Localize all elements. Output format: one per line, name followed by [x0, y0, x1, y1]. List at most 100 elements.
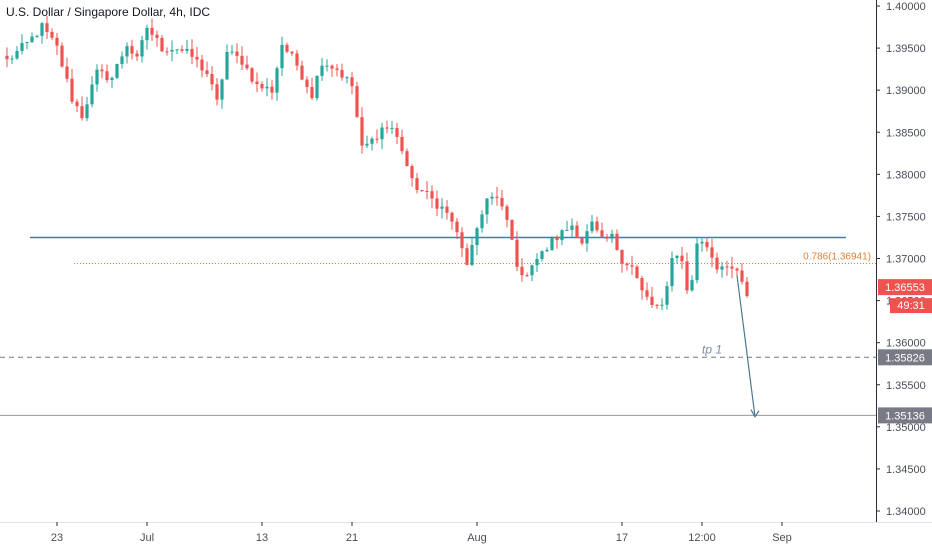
candle [295, 49, 299, 71]
candle [110, 76, 114, 88]
candle [115, 63, 119, 80]
y-tick-label: 1.35000 [886, 422, 926, 434]
y-tick-label: 1.35500 [886, 380, 926, 392]
candle [730, 256, 734, 279]
candle [290, 50, 294, 56]
target-arrow[interactable] [736, 275, 756, 417]
candle [545, 247, 549, 253]
candle [220, 78, 224, 109]
candle [590, 214, 594, 234]
candle [605, 233, 609, 242]
x-tick-label: 23 [51, 532, 63, 544]
candle [365, 135, 369, 148]
candle [325, 59, 329, 72]
candle [595, 216, 599, 233]
candle [330, 64, 334, 77]
candle [645, 282, 649, 301]
candle [555, 235, 559, 249]
candle [655, 303, 659, 309]
candle [660, 298, 664, 311]
candle [745, 277, 749, 298]
candle [190, 39, 194, 65]
candle [690, 275, 694, 292]
candle [650, 287, 654, 308]
target-price-tag: 1.35136 [885, 410, 925, 422]
candle [225, 44, 229, 80]
candle [355, 81, 359, 118]
x-tick-label: 13 [256, 532, 268, 544]
y-tick-label: 1.37500 [886, 211, 926, 223]
candle [35, 34, 39, 38]
candle [625, 262, 629, 271]
tp1-price-tag: 1.35826 [885, 352, 925, 364]
candle [405, 148, 409, 167]
candle [515, 231, 519, 272]
target-price-tag-bg [878, 407, 932, 424]
y-tick-label: 1.38500 [886, 127, 926, 139]
candle [480, 210, 484, 233]
candle [260, 81, 264, 92]
candle [475, 226, 479, 256]
candle [285, 42, 289, 54]
candle [615, 229, 619, 251]
candle [155, 30, 159, 47]
candle [5, 47, 9, 68]
candle [90, 76, 94, 108]
candle [140, 35, 144, 63]
candle [95, 64, 99, 92]
tp1-price-tag-bg [878, 349, 932, 366]
candle [460, 227, 464, 258]
candle [175, 49, 179, 55]
candle [385, 120, 389, 134]
candle [25, 41, 29, 50]
candle [630, 255, 634, 275]
candle [30, 32, 34, 44]
candle [15, 46, 19, 60]
candle [40, 21, 44, 44]
candle [565, 220, 569, 231]
candle [150, 18, 154, 41]
candle [395, 122, 399, 144]
candle [740, 263, 744, 285]
candle [380, 122, 384, 150]
x-tick-label: 12:00 [688, 532, 716, 544]
y-tick-label: 1.38000 [886, 169, 926, 181]
y-tick-label: 1.37000 [886, 254, 926, 266]
candle [230, 44, 234, 55]
candle [135, 50, 139, 61]
candle [445, 200, 449, 220]
candle [490, 192, 494, 205]
candle [235, 43, 239, 64]
y-tick-label: 1.34000 [886, 506, 926, 518]
candle [540, 250, 544, 262]
candle [720, 262, 724, 278]
x-tick-label: Sep [772, 532, 792, 544]
candle [275, 66, 279, 102]
candle [525, 272, 529, 277]
candle [65, 57, 69, 83]
candle [485, 197, 489, 224]
candle [305, 76, 309, 94]
candle [550, 236, 554, 251]
candle [45, 15, 49, 40]
candle [280, 36, 284, 76]
candle [350, 71, 354, 95]
candle [340, 63, 344, 81]
candle [735, 267, 739, 277]
candle [670, 251, 674, 292]
candle [105, 64, 109, 83]
candle [600, 222, 604, 237]
candle [570, 218, 574, 237]
candle [210, 66, 214, 91]
candle [680, 246, 684, 270]
candle [705, 237, 709, 252]
y-tick-label: 1.34500 [886, 464, 926, 476]
y-tick-label: 1.36000 [886, 338, 926, 350]
candle [435, 190, 439, 216]
candle [345, 76, 349, 84]
last-price-tag: 1.36553 [885, 282, 925, 294]
candle [160, 35, 164, 52]
candle [420, 189, 424, 193]
